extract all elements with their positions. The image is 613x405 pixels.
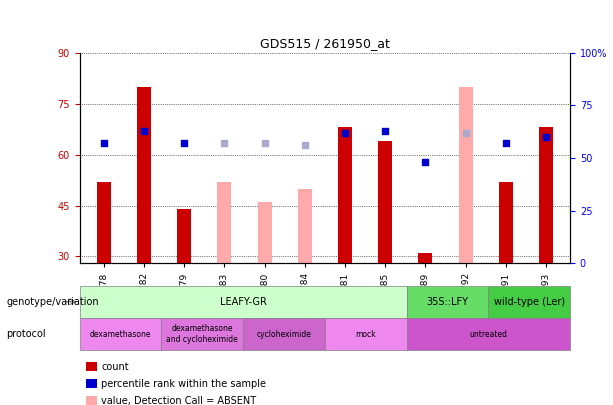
- Text: wild-type (Ler): wild-type (Ler): [493, 297, 565, 307]
- Bar: [137, 87, 151, 263]
- Text: protocol: protocol: [6, 329, 46, 339]
- Text: percentile rank within the sample: percentile rank within the sample: [101, 379, 266, 388]
- Point: [541, 134, 551, 140]
- FancyBboxPatch shape: [406, 318, 570, 350]
- FancyBboxPatch shape: [489, 286, 570, 318]
- FancyBboxPatch shape: [161, 318, 243, 350]
- Text: dexamethasone: dexamethasone: [90, 330, 151, 339]
- Point: [380, 127, 390, 134]
- Bar: [257, 202, 272, 263]
- FancyBboxPatch shape: [80, 318, 161, 350]
- FancyBboxPatch shape: [80, 286, 406, 318]
- FancyBboxPatch shape: [406, 286, 489, 318]
- Bar: [298, 188, 312, 263]
- Text: cycloheximide: cycloheximide: [257, 330, 311, 339]
- Text: value, Detection Call = ABSENT: value, Detection Call = ABSENT: [101, 396, 256, 405]
- Bar: [177, 209, 191, 263]
- Text: mock: mock: [356, 330, 376, 339]
- Bar: [499, 182, 513, 263]
- Title: GDS515 / 261950_at: GDS515 / 261950_at: [260, 37, 390, 50]
- Point: [99, 140, 109, 147]
- Point: [139, 127, 149, 134]
- Point: [300, 142, 310, 149]
- Text: dexamethasone
and cycloheximide: dexamethasone and cycloheximide: [166, 324, 238, 344]
- Text: count: count: [101, 362, 129, 371]
- FancyBboxPatch shape: [243, 318, 325, 350]
- Bar: [378, 141, 392, 263]
- Point: [340, 130, 350, 136]
- Bar: [218, 182, 232, 263]
- Bar: [418, 253, 432, 263]
- Text: LEAFY-GR: LEAFY-GR: [219, 297, 267, 307]
- Text: genotype/variation: genotype/variation: [6, 297, 99, 307]
- Text: 35S::LFY: 35S::LFY: [427, 297, 468, 307]
- Point: [219, 140, 229, 147]
- Point: [461, 130, 471, 136]
- FancyBboxPatch shape: [325, 318, 406, 350]
- Bar: [539, 128, 553, 263]
- Point: [501, 140, 511, 147]
- Point: [260, 140, 270, 147]
- Bar: [459, 87, 473, 263]
- Text: untreated: untreated: [470, 330, 508, 339]
- Bar: [338, 128, 352, 263]
- Bar: [97, 182, 111, 263]
- Point: [179, 140, 189, 147]
- Point: [421, 159, 430, 165]
